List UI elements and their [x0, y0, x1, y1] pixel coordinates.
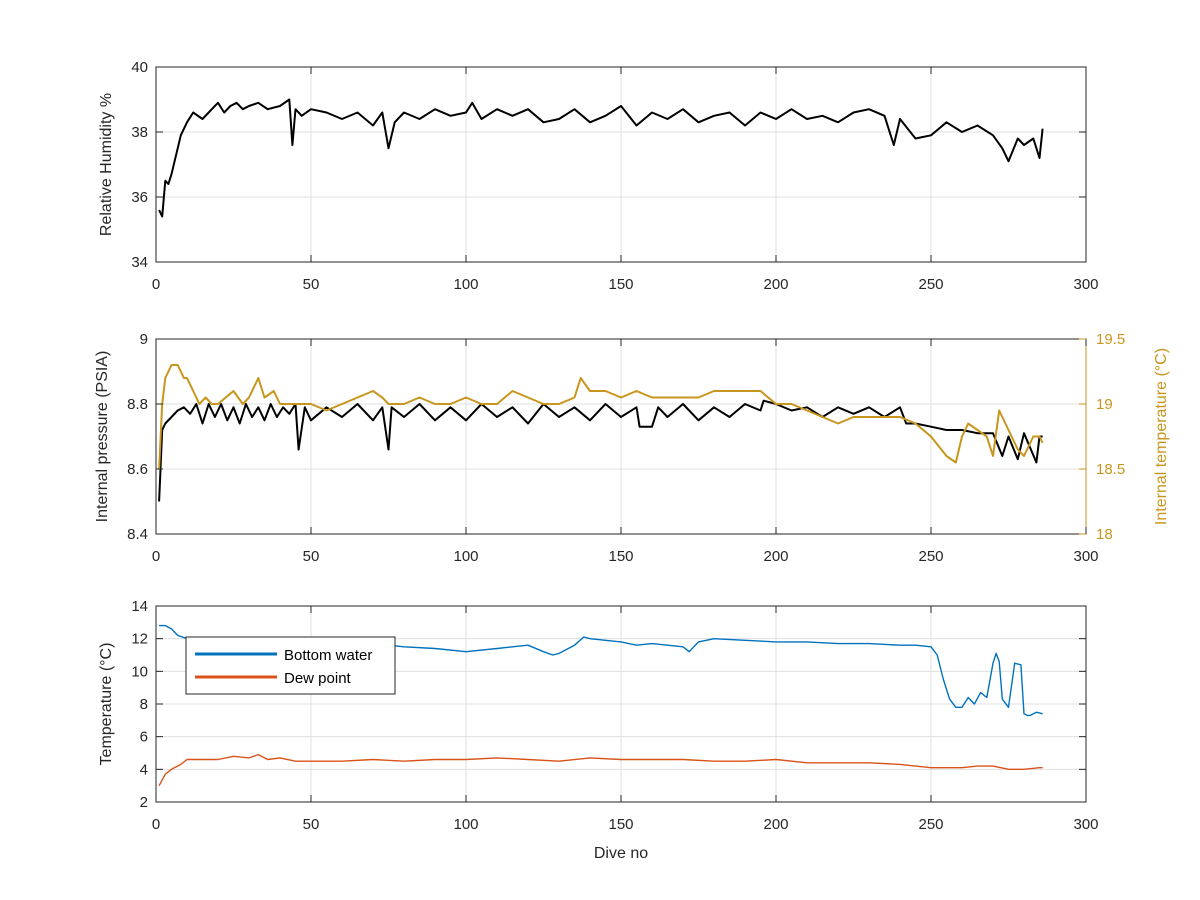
pressure-x-ticks: 0 50 100 150 200 250 300 [152, 339, 1099, 565]
x-tick-label: 200 [763, 548, 788, 565]
x-tick-label: 150 [608, 816, 633, 833]
pressure-series [158, 399, 1043, 502]
x-tick-label: 200 [763, 816, 788, 833]
y-tick-label: 8.6 [127, 461, 148, 478]
humidity-y-axis-label: Relative Humidity % [98, 93, 115, 236]
y-tick-label: 38 [131, 124, 148, 141]
y-tick-label: 6 [140, 729, 148, 746]
x-tick-label: 100 [453, 548, 478, 565]
y-tick-label: 8.4 [127, 526, 148, 543]
x-tick-label: 150 [608, 548, 633, 565]
humidity-series [158, 98, 1044, 218]
internal-temperature-y-axis-label: Internal temperature (°C) [1153, 348, 1170, 525]
pressure-y-axis-label: Internal pressure (PSIA) [94, 351, 111, 523]
x-tick-label: 250 [918, 276, 943, 293]
legend-label-dew-point: Dew point [284, 670, 352, 687]
temperature-panel: 0 50 100 150 200 250 300 2 4 6 8 10 12 14 Temperatur… [98, 598, 1099, 862]
x-tick-label: 0 [152, 816, 160, 833]
y2-tick-label: 18.5 [1096, 461, 1125, 478]
humidity-plot-area [158, 98, 1044, 218]
pressure-y-ticks: 8.4 8.6 8.8 9 [127, 331, 163, 543]
humidity-x-ticks: 0 50 100 150 200 250 300 [152, 67, 1099, 293]
y-tick-label: 9 [140, 331, 148, 348]
x-tick-label: 200 [763, 276, 788, 293]
x-tick-label: 50 [303, 548, 320, 565]
x-tick-label: 300 [1073, 548, 1098, 565]
x-tick-label: 150 [608, 276, 633, 293]
x-tick-label: 0 [152, 548, 160, 565]
internal-temperature-y-ticks: 18 18.5 19 19.5 [1079, 331, 1125, 543]
legend: Bottom water Dew point [185, 636, 396, 695]
pressure-plot-area [158, 364, 1044, 502]
y-tick-label: 2 [140, 794, 148, 811]
temperature-x-ticks: 0 50 100 150 200 250 300 [152, 606, 1099, 833]
x-tick-label: 300 [1073, 276, 1098, 293]
y-tick-label: 34 [131, 254, 148, 271]
x-tick-label: 100 [453, 816, 478, 833]
temperature-y-ticks: 2 4 6 8 10 12 14 [131, 598, 1086, 811]
humidity-panel: 0 50 100 150 200 250 300 34 36 38 40 Relative Hum… [98, 59, 1099, 293]
internal-temperature-series [158, 364, 1044, 470]
x-tick-label: 250 [918, 548, 943, 565]
y-tick-label: 8 [140, 696, 148, 713]
y-tick-label: 36 [131, 189, 148, 206]
y2-tick-label: 19 [1096, 396, 1113, 413]
y-tick-label: 4 [140, 761, 148, 778]
y-tick-label: 12 [131, 631, 148, 648]
x-tick-label: 50 [303, 276, 320, 293]
series-dew-point [158, 753, 1043, 787]
x-tick-label: 300 [1073, 816, 1098, 833]
y-tick-label: 40 [131, 59, 148, 76]
humidity-y-ticks: 34 36 38 40 [131, 59, 1086, 271]
y2-tick-label: 18 [1096, 526, 1113, 543]
x-tick-label: 50 [303, 816, 320, 833]
legend-label-bottom-water: Bottom water [284, 647, 372, 664]
x-tick-label: 100 [453, 276, 478, 293]
x-tick-label: 0 [152, 276, 160, 293]
x-axis-label: Dive no [594, 845, 648, 862]
legend-box [185, 636, 396, 695]
x-tick-label: 250 [918, 816, 943, 833]
temperature-y-axis-label: Temperature (°C) [98, 643, 115, 766]
y2-tick-label: 19.5 [1096, 331, 1125, 348]
y-tick-label: 8.8 [127, 396, 148, 413]
y-tick-label: 14 [131, 598, 148, 615]
pressure-temperature-panel: 0 50 100 150 200 250 300 8.4 8.6 8.8 9 18 18.5 19 19… [94, 331, 1170, 565]
y-tick-label: 10 [131, 663, 148, 680]
